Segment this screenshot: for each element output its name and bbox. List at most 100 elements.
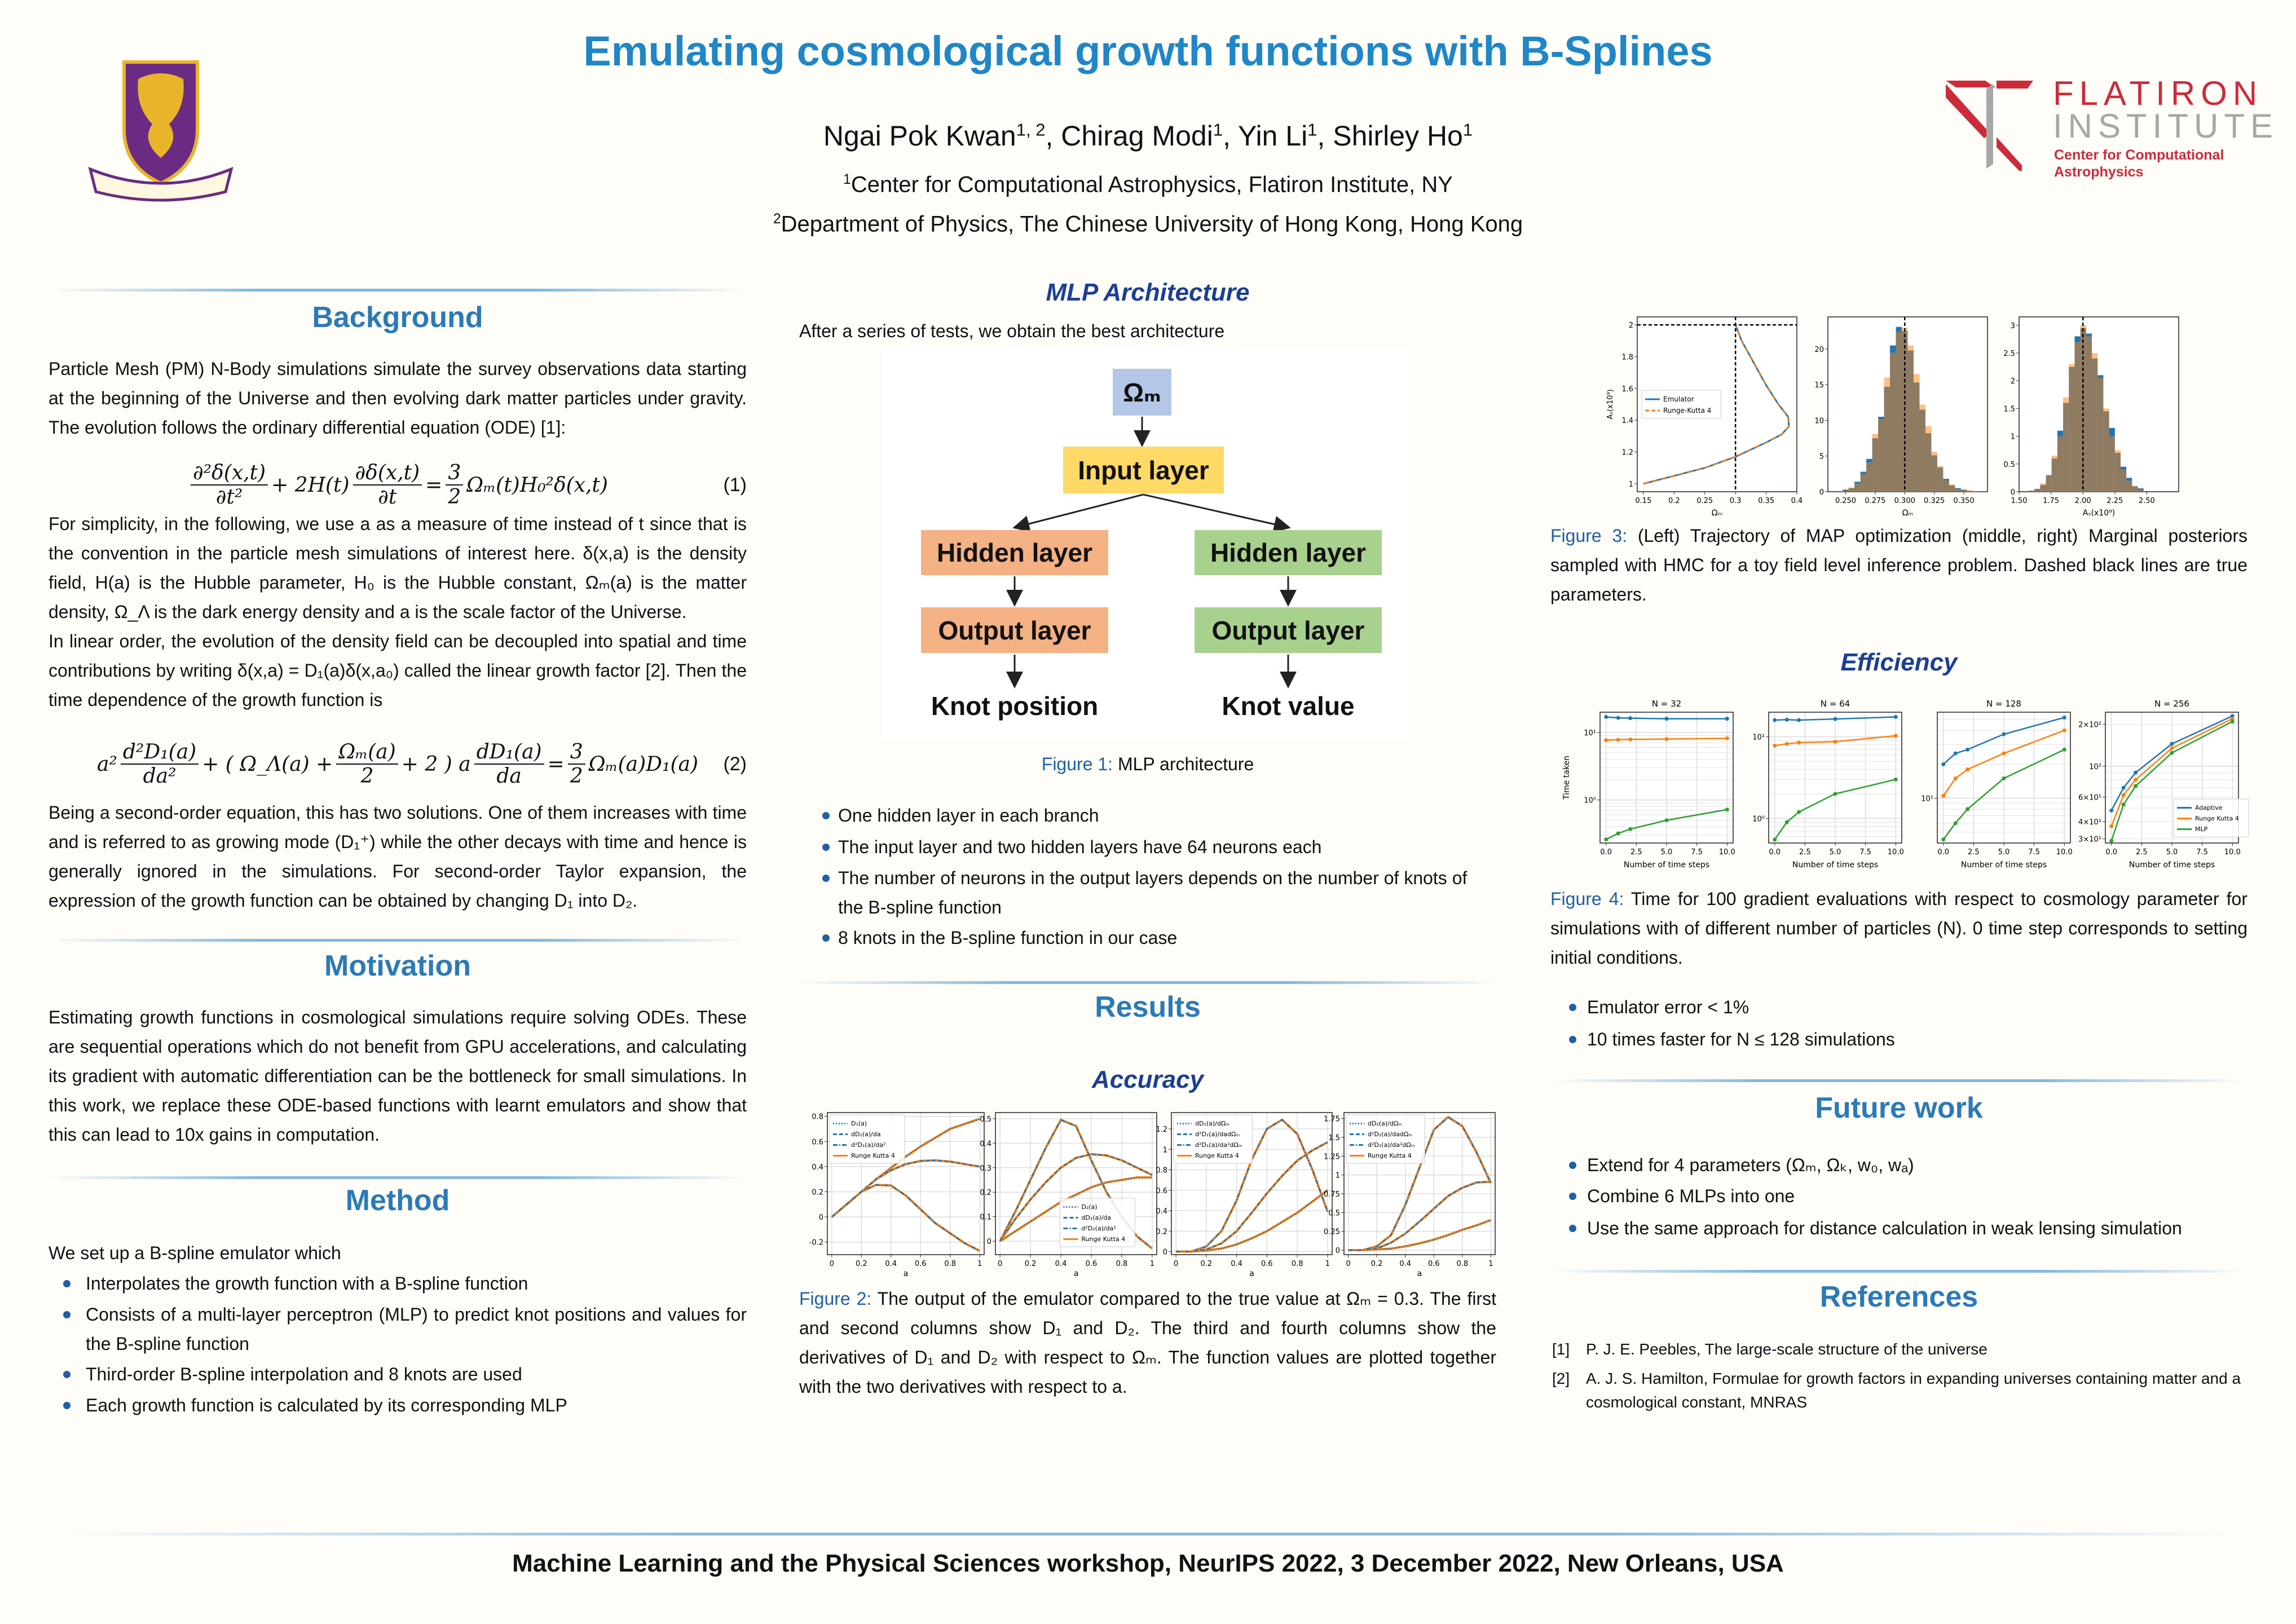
y-tick-label: 10⁰ xyxy=(1752,815,1765,823)
x-tick-label: 0.350 xyxy=(1953,497,1974,505)
y-tick-label: 10¹ xyxy=(1584,729,1596,738)
denominator: 2 xyxy=(448,486,461,509)
data-point xyxy=(1664,818,1669,823)
x-axis-label: Ωₘ xyxy=(1902,509,1913,518)
caption-text: (Left) Trajectory of MAP optimization (m… xyxy=(1550,526,2248,604)
emulator-line xyxy=(1176,1189,1328,1252)
figure-label: Figure 2: xyxy=(799,1288,872,1309)
y-tick-label: 0.5 xyxy=(2003,461,2015,469)
x-axis-label: Aₛ(x10⁹) xyxy=(2083,509,2115,518)
divider xyxy=(49,289,747,292)
y-tick-label: 0.75 xyxy=(1324,1190,1340,1199)
future-bullet: Extend for 4 parameters (Ωₘ, Ωₖ, w₀, wₐ) xyxy=(1569,1150,2246,1180)
data-point xyxy=(2109,839,2114,843)
output-layer-left-node: Output layer xyxy=(921,607,1108,653)
data-point xyxy=(1725,807,1729,812)
y-tick-label: 0.6 xyxy=(812,1138,823,1146)
bullet-text: Extend for 4 parameters (Ωₘ, Ωₖ, w₀, wₐ) xyxy=(1587,1155,1914,1175)
x-tick-label: 0.0 xyxy=(1600,848,1612,857)
y-tick-label: 3 xyxy=(2011,322,2015,330)
x-tick-label: 1 xyxy=(977,1260,982,1268)
x-tick-label: 0 xyxy=(1346,1260,1350,1268)
y-tick-label: 1 xyxy=(1163,1146,1167,1154)
data-point xyxy=(2062,747,2066,752)
data-point xyxy=(2134,770,2138,775)
author-name: Yin Li xyxy=(1237,120,1308,152)
motivation-heading: Motivation xyxy=(324,950,471,982)
x-tick-label: 0.2 xyxy=(1025,1260,1037,1268)
x-tick-label: 0.8 xyxy=(1116,1260,1128,1268)
author-1: Ngai Pok Kwan1, 2, xyxy=(823,120,1061,152)
x-tick-label: 0.6 xyxy=(1261,1260,1273,1268)
histogram-bar xyxy=(2046,475,2052,492)
author-sep: , xyxy=(1045,120,1061,152)
histogram-bar xyxy=(2074,342,2081,492)
histogram-bar xyxy=(1955,488,1961,492)
future-bullet: Combine 6 MLPs into one xyxy=(1569,1181,2246,1211)
data-point xyxy=(2170,742,2174,746)
x-axis-label: Number of time steps xyxy=(1624,860,1709,870)
data-point xyxy=(1953,751,1958,756)
x-tick-label: 7.5 xyxy=(1859,848,1871,857)
y-tick-label: 0 xyxy=(1819,488,1824,497)
x-tick-label: 0.300 xyxy=(1894,497,1915,505)
data-point xyxy=(2002,751,2006,756)
histogram-bar xyxy=(1890,352,1896,492)
data-point xyxy=(1628,716,1633,721)
background-paragraph-3: In linear order, the evolution of the de… xyxy=(49,631,747,710)
arrow xyxy=(1012,493,1144,532)
bullet-icon xyxy=(1569,1004,1576,1011)
legend-label: Runge Kutta 4 xyxy=(1195,1152,1239,1159)
y-tick-label: 1 xyxy=(2011,433,2015,442)
data-point xyxy=(1797,810,1801,814)
x-axis-label: Number of time steps xyxy=(1961,860,2047,870)
knot-value-label: Knot value xyxy=(1222,691,1355,721)
y-tick-label: 0.2 xyxy=(980,1189,991,1197)
x-axis-label: a xyxy=(1417,1269,1422,1278)
y-tick-label: 0 xyxy=(987,1238,991,1246)
x-tick-label: 0.2 xyxy=(1371,1260,1383,1268)
y-tick-label: 0.4 xyxy=(1156,1207,1167,1216)
future-work-heading: Future work xyxy=(1815,1092,1983,1124)
mlp-bullet: One hidden layer in each branch xyxy=(822,801,1496,830)
author-sup: 1 xyxy=(1462,120,1473,140)
data-point xyxy=(1797,718,1801,722)
y-tick-label: 10¹ xyxy=(1752,734,1765,742)
caption-text: MLP architecture xyxy=(1113,754,1254,774)
method-bullet: Interpolates the growth function with a … xyxy=(63,1269,747,1298)
emulator-line xyxy=(1348,1219,1491,1251)
y-tick-label: 0 xyxy=(1163,1248,1167,1257)
histogram-bar xyxy=(1907,345,1914,492)
divider xyxy=(1550,1270,2247,1273)
figure-3-caption: Figure 3: (Left) Trajectory of MAP optim… xyxy=(1550,521,2247,609)
figure-label: Figure 4: xyxy=(1550,889,1624,909)
histogram-bar xyxy=(1960,489,1967,492)
plot-frame xyxy=(2105,712,2239,844)
data-point xyxy=(1773,718,1777,722)
data-point xyxy=(1664,717,1669,721)
eq-term: + 2H(t) xyxy=(271,473,350,497)
plot-frame xyxy=(995,1112,1157,1255)
affiliation-2: 2Department of Physics, The Chinese Univ… xyxy=(0,211,2296,237)
reference-text: P. J. E. Peebles, The large-scale struct… xyxy=(1586,1340,1987,1358)
y-axis-label: Aₛ(x10⁹) xyxy=(1606,389,1615,419)
data-point xyxy=(1604,738,1608,743)
x-tick-label: 10.0 xyxy=(1888,848,1904,857)
affil-sup: 1 xyxy=(843,172,851,187)
eq-term: Ωₘ(t)H₀²δ(x,t) xyxy=(466,473,608,497)
y-tick-label: 0.5 xyxy=(1328,1209,1340,1217)
histogram-bar xyxy=(2109,436,2115,492)
eq-term: = xyxy=(547,752,565,776)
footer-text: Machine Learning and the Physical Scienc… xyxy=(512,1550,1784,1577)
cuhk-crest-icon xyxy=(88,60,233,202)
legend-label: d²D₁(a)/da² xyxy=(851,1141,885,1149)
y-tick-label: 1.4 xyxy=(1621,417,1633,425)
author-2: Chirag Modi1, xyxy=(1061,120,1238,152)
fraction: ∂²δ(x,t) ∂t² xyxy=(191,461,268,509)
numerator: Ωₘ(a) xyxy=(336,740,398,765)
background-heading: Background xyxy=(312,301,483,334)
x-tick-label: 0.2 xyxy=(856,1260,867,1268)
data-point xyxy=(1725,717,1729,721)
